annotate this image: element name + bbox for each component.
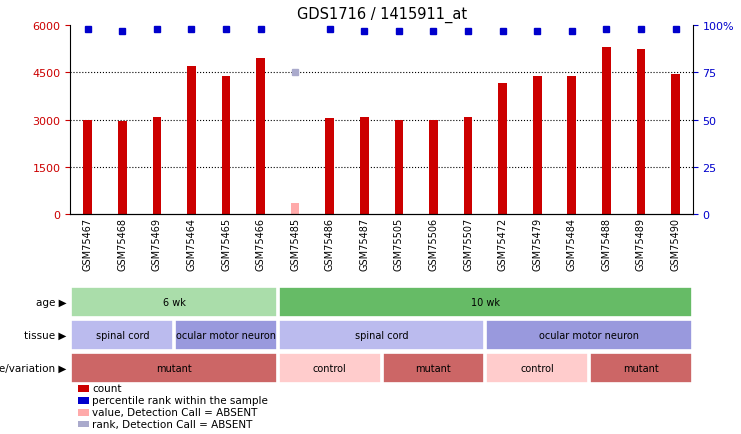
Text: control: control <box>520 363 554 373</box>
Text: spinal cord: spinal cord <box>355 330 408 340</box>
Text: ocular motor neuron: ocular motor neuron <box>176 330 276 340</box>
Bar <box>382 353 485 383</box>
Text: tissue ▶: tissue ▶ <box>24 330 67 340</box>
Bar <box>279 320 485 350</box>
Text: count: count <box>92 384 122 393</box>
Text: mutant: mutant <box>416 363 451 373</box>
Bar <box>533 76 542 215</box>
Bar <box>486 353 588 383</box>
Bar <box>325 119 334 215</box>
Text: mutant: mutant <box>156 363 192 373</box>
Bar <box>568 76 576 215</box>
Text: mutant: mutant <box>623 363 659 373</box>
Bar <box>590 353 692 383</box>
Bar <box>222 76 230 215</box>
Bar <box>360 117 368 215</box>
Text: ocular motor neuron: ocular motor neuron <box>539 330 639 340</box>
Bar <box>637 49 645 215</box>
Bar <box>290 204 299 215</box>
Bar <box>394 121 403 215</box>
Bar <box>118 122 127 215</box>
Bar <box>83 120 92 215</box>
Bar <box>602 48 611 215</box>
Bar <box>175 320 277 350</box>
Bar <box>153 117 161 215</box>
Text: spinal cord: spinal cord <box>96 330 149 340</box>
Text: percentile rank within the sample: percentile rank within the sample <box>92 395 268 405</box>
Bar <box>498 84 507 215</box>
Bar <box>429 120 438 215</box>
Text: age ▶: age ▶ <box>36 298 67 308</box>
Bar <box>279 288 692 318</box>
Bar <box>279 353 381 383</box>
Title: GDS1716 / 1415911_at: GDS1716 / 1415911_at <box>296 7 467 23</box>
Text: rank, Detection Call = ABSENT: rank, Detection Call = ABSENT <box>92 419 252 428</box>
Bar <box>256 59 265 215</box>
Bar <box>71 320 173 350</box>
Text: value, Detection Call = ABSENT: value, Detection Call = ABSENT <box>92 407 257 417</box>
Bar <box>71 353 277 383</box>
Text: 6 wk: 6 wk <box>163 298 185 308</box>
Text: genotype/variation ▶: genotype/variation ▶ <box>0 363 67 373</box>
Bar <box>464 118 473 215</box>
Bar <box>671 75 680 215</box>
Text: control: control <box>313 363 347 373</box>
Text: 10 wk: 10 wk <box>471 298 500 308</box>
Bar <box>71 288 277 318</box>
Bar <box>187 67 196 215</box>
Bar <box>486 320 692 350</box>
